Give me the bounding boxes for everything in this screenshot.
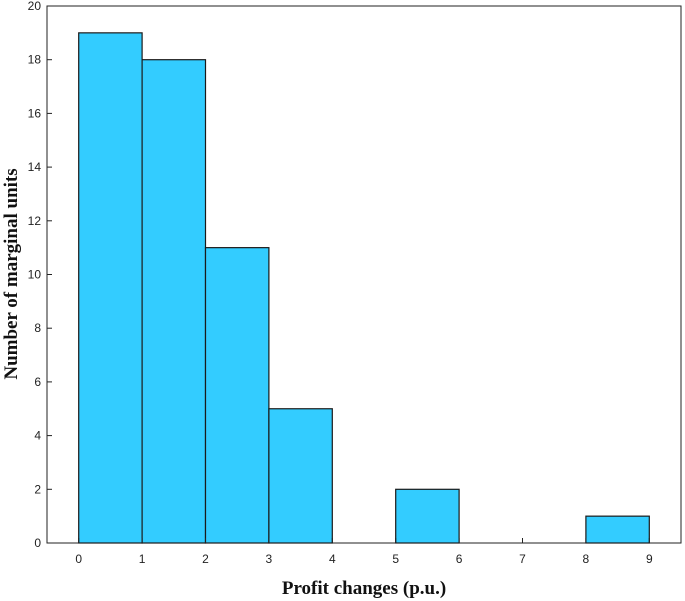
histogram-bar-0 [78, 32, 143, 544]
y-tick-label-10: 20 [28, 0, 42, 13]
y-tick-label-2: 4 [34, 429, 41, 443]
histogram-bar-5 [585, 515, 650, 544]
histogram-bar-2 [204, 247, 270, 544]
y-tick-label-1: 2 [34, 482, 41, 496]
x-tick-label-3: 3 [266, 552, 273, 566]
y-tick-label-7: 14 [28, 160, 42, 174]
y-tick-label-5: 10 [28, 268, 42, 282]
histogram-bar-1 [141, 59, 207, 544]
x-tick-label-8: 8 [583, 552, 590, 566]
y-tick-label-6: 12 [28, 214, 42, 228]
x-tick-label-0: 0 [75, 552, 82, 566]
y-tick-label-0: 0 [34, 536, 41, 550]
x-tick-label-4: 4 [329, 552, 336, 566]
x-tick-label-5: 5 [392, 552, 399, 566]
x-tick-label-6: 6 [456, 552, 463, 566]
y-tick-label-9: 18 [28, 53, 42, 67]
x-axis-title: Profit changes (p.u.) [282, 578, 446, 599]
x-tick-label-1: 1 [139, 552, 146, 566]
y-tick-label-3: 6 [34, 375, 41, 389]
x-tick-label-9: 9 [646, 552, 653, 566]
histogram-bar-4 [395, 488, 460, 544]
y-tick-label-4: 8 [34, 321, 41, 335]
bars-group [78, 32, 650, 544]
histogram-bar-3 [268, 408, 333, 544]
y-axis-ticks: 0 2 4 6 8 10 12 14 16 18 20 [28, 0, 52, 550]
y-axis-title: Number of marginal units [1, 168, 22, 379]
y-tick-label-8: 16 [28, 106, 42, 120]
x-tick-label-7: 7 [519, 552, 526, 566]
x-axis-ticks: 0 1 2 3 4 5 6 7 8 9 [75, 538, 653, 566]
x-tick-label-2: 2 [202, 552, 209, 566]
